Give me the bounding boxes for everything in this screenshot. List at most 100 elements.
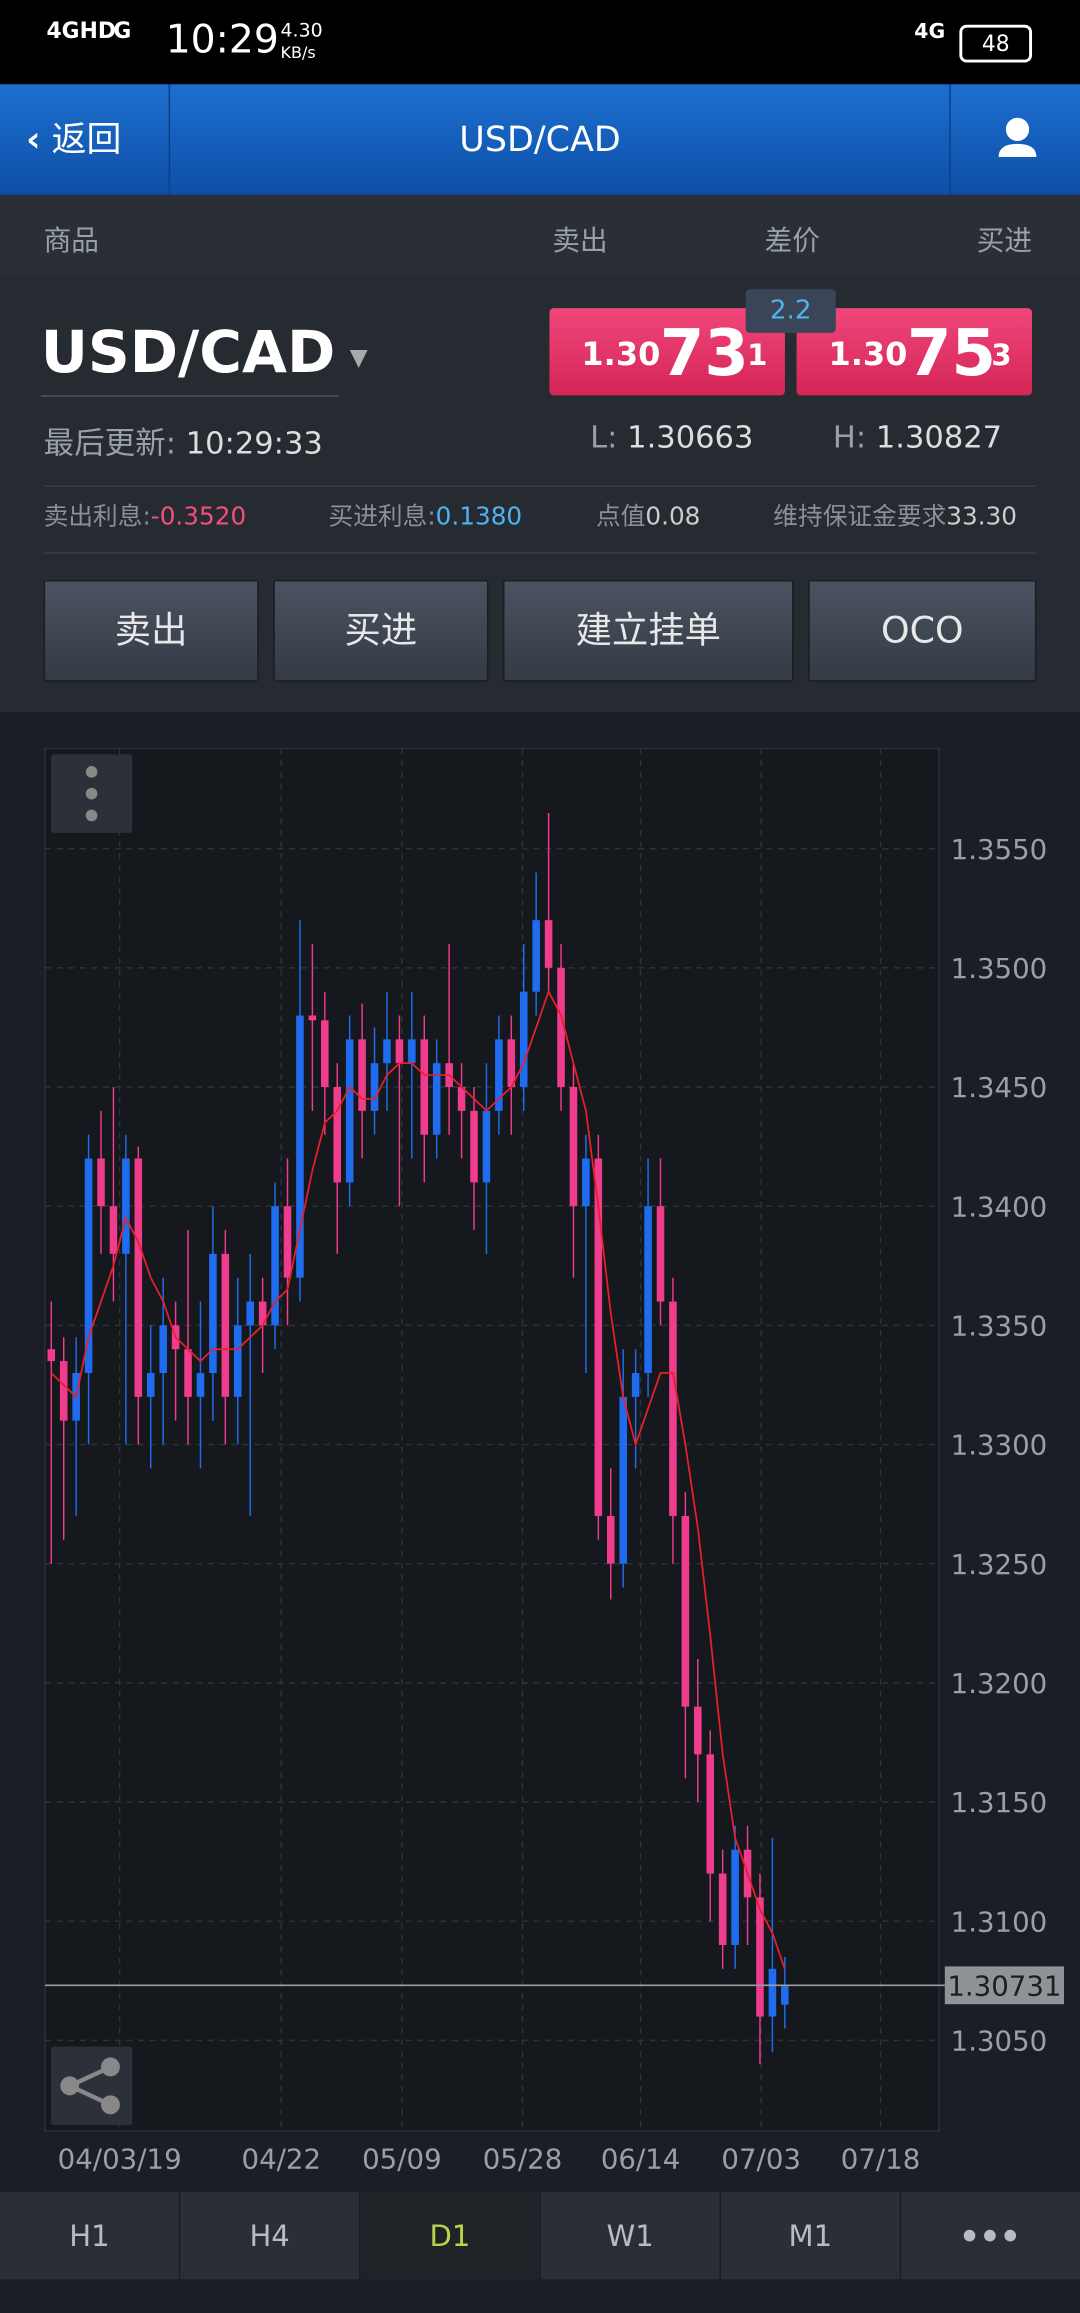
header-spread: 差价 [764,225,820,258]
label: 买进利息: [328,502,436,533]
y-tick-label: 1.3050 [951,2025,1048,2058]
more-tab[interactable] [901,2192,1080,2279]
y-tick-label: 1.3550 [951,833,1048,866]
label: H: [832,420,867,455]
candle-body [383,1039,391,1064]
menu-dot [85,787,98,800]
candle-body [296,1015,304,1278]
candle-body [246,1301,254,1326]
candle-body [706,1754,715,1874]
symbol: USD/CAD [40,319,336,387]
label: 维持保证金要求 [773,502,947,533]
candle-body [644,1206,652,1374]
sell-button[interactable]: 卖出 [43,579,259,682]
candle-body [258,1301,267,1326]
status-bar: 4GHD G 10:29 4.30 KB/s 4G 48 [0,0,1080,85]
label: 点值 [595,502,646,533]
tab[interactable]: M1 [721,2191,902,2280]
candle-body [283,1206,292,1278]
x-tick-label: 07/18 [841,2143,921,2176]
candle-body [159,1325,167,1374]
account-button[interactable] [949,84,1080,195]
back-icon: ‹ [26,119,41,160]
candle-body [532,920,540,992]
candle-body [358,1039,366,1111]
pip-value: 点值0.08 [596,487,700,550]
tab[interactable]: H4 [180,2191,361,2280]
tab[interactable]: W1 [541,2191,721,2280]
candle-body [569,1087,578,1207]
candle-body [669,1301,677,1517]
price-fraction: 3 [991,337,1012,373]
column-header: 商品 卖出 差价 买进 [0,194,1080,277]
candle-body [781,1985,789,2005]
price-pips: 75 [907,316,997,392]
candle-body [495,1039,503,1111]
candle-body [507,1039,516,1088]
header-product: 商品 [43,225,99,258]
candlestick-chart: 1.30731 1.3050 1.3100 1.3150 1.3200 1.3250 1.… [0,712,1080,2192]
candle-body [59,1361,68,1421]
overlay: 1.30731 [45,989,1065,2005]
label: 最后更新: [43,425,176,461]
plot-area [44,747,940,2132]
x-tick-label: 05/09 [362,2143,442,2176]
candle-body [582,1158,590,1207]
menu-dot [85,766,98,778]
y-tick-label: 1.3300 [951,1429,1048,1462]
oco-button[interactable]: OCO [808,579,1037,682]
candle-body [694,1706,702,1755]
y-tick-label: 1.3500 [951,952,1048,985]
current-price-box [944,1966,1065,2005]
speed-unit: KB/s [280,43,316,63]
candle-body [47,1349,56,1362]
candle-body [619,1396,627,1564]
spread-value: 2.2 [745,289,836,333]
candle-body [457,1087,466,1111]
menu-dot [85,809,98,822]
buy-button[interactable]: 买进 [273,579,489,682]
buy-swap: 买进利息:0.1380 [329,487,523,550]
buy-price[interactable]: 1.30 75 3 [796,308,1033,396]
y-tick-label: 1.3250 [951,1548,1048,1581]
tab[interactable]: D1 [360,2191,541,2280]
label: 卖出利息: [43,502,151,533]
value: 10:29:33 [185,425,323,461]
candle-body [482,1110,491,1183]
candle-body [768,1968,777,2017]
candle-body [408,1039,416,1064]
candle-body [656,1206,665,1302]
nav-bar: ‹ 返回 USD/CAD [0,84,1080,195]
more-icon [963,2229,1017,2242]
y-tick-label: 1.3200 [951,1667,1048,1700]
low: L: 1.30663 [590,420,753,455]
clock: 10:29 [165,17,279,63]
value: 1.30663 [627,420,754,455]
candle-body [321,1020,329,1088]
network: G [113,17,132,44]
candle-body [84,1158,93,1374]
candle-body [122,1158,130,1254]
candle-body [731,1849,739,1946]
candle-body [134,1158,143,1397]
pending-order-button[interactable]: 建立挂单 [502,579,794,682]
tab[interactable]: H1 [0,2191,181,2280]
value: 33.30 [946,502,1018,533]
candle-body [97,1158,105,1207]
share-icon [60,2057,120,2115]
candle-body [395,1039,404,1064]
user-icon [998,117,1037,157]
x-tick-label: 05/28 [483,2143,563,2176]
value: -0.3520 [150,502,247,533]
sell-swap: 卖出利息:-0.3520 [44,487,247,550]
candle-body [196,1373,205,1397]
candle-body [420,1039,429,1135]
x-tick-label: 04/03/19 [58,2143,182,2176]
y-tick-label: 1.3350 [951,1310,1048,1343]
candle-body [209,1253,217,1374]
sell-price[interactable]: 1.30 73 1 [549,308,785,396]
back-button[interactable]: ‹ 返回 [0,84,171,195]
symbol-select[interactable]: USD/CAD ▼ [40,319,368,397]
candle-body [544,920,553,968]
margin: 维持保证金要求33.30 [773,487,1017,550]
